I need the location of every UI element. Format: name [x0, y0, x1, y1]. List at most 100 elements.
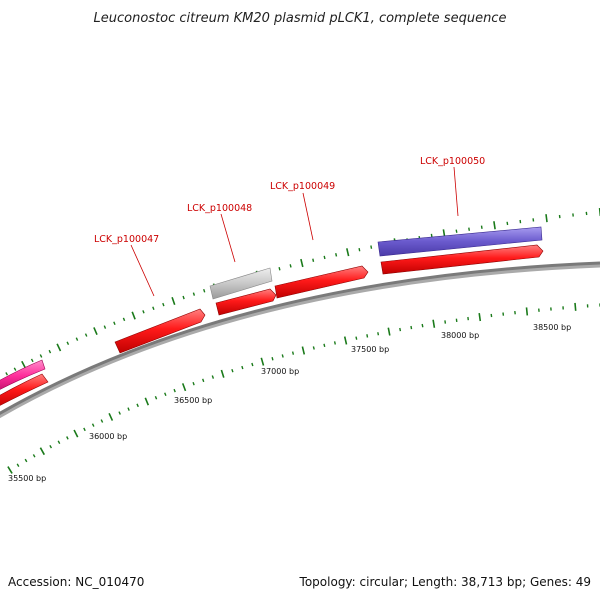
outer-ruler-minor-tick [13, 367, 17, 371]
inner-ruler-minor-tick [312, 346, 315, 350]
outer-ruler-minor-tick [203, 288, 206, 293]
outer-ruler-minor-tick [122, 317, 126, 322]
inner-ruler-minor-tick [251, 362, 254, 367]
inner-ruler-minor-tick [127, 407, 130, 411]
inner-ruler-minor-tick [377, 332, 380, 336]
ruler-label-35500: 35500 bp [8, 474, 46, 483]
inner-ruler-major-tick [108, 412, 114, 421]
inner-ruler-minor-tick [355, 336, 358, 340]
topology-summary: Topology: circular; Length: 38,713 bp; G… [299, 575, 591, 589]
outer-ruler-minor-tick [335, 253, 338, 257]
outer-ruler-minor-tick [480, 225, 483, 229]
outer-ruler-major-tick [171, 297, 176, 306]
inner-ruler-minor-tick [410, 325, 413, 330]
outer-ruler-major-tick [545, 214, 548, 223]
outer-ruler-minor-tick [289, 264, 292, 268]
gene-callouts: LCK_p100047 LCK_p100048 LCK_p100049 LCK_… [94, 156, 485, 297]
callout-line-LCK_p100050 [453, 166, 459, 217]
inner-ruler-minor-tick [100, 419, 104, 423]
inner-ruler-minor-tick [118, 411, 121, 415]
inner-ruler-minor-tick [202, 378, 205, 383]
ruler-label-36000: 36000 bp [89, 432, 127, 441]
inner-ruler-minor-tick [333, 341, 336, 345]
outer-ruler-minor-tick [192, 292, 196, 296]
gene-pink-feature[interactable] [0, 359, 46, 392]
outer-ruler-minor-tick [152, 306, 155, 310]
inner-ruler-minor-tick [32, 454, 36, 458]
gene-label-LCK_p100050[interactable]: LCK_p100050 [420, 156, 485, 167]
inner-ruler-minor-tick [154, 396, 158, 400]
inner-ruler-major-tick [574, 302, 577, 311]
inner-ruler-major-tick [220, 369, 225, 378]
inner-ruler-minor-tick [66, 436, 69, 440]
gene-LCK_p100050-arrow[interactable] [380, 244, 544, 275]
inner-ruler-major-tick [343, 336, 348, 345]
inner-ruler-minor-tick [241, 365, 244, 370]
inner-ruler-minor-tick [192, 381, 195, 386]
inner-ruler-major-tick [525, 307, 529, 316]
inner-ruler-minor-tick [164, 392, 167, 396]
backbone-shadow [0, 262, 600, 419]
inner-ruler-major-tick [181, 383, 187, 392]
inner-ruler-major-tick [301, 346, 306, 355]
inner-ruler-major-tick [7, 466, 13, 474]
inner-ruler-major-tick [260, 357, 265, 366]
outer-ruler-minor-tick [358, 247, 361, 252]
outer-ruler-minor-tick [84, 333, 88, 337]
inner-ruler-minor-tick [366, 334, 369, 338]
inner-ruler-minor-tick [136, 403, 139, 408]
outer-ruler-minor-tick [506, 221, 509, 226]
inner-ruler-minor-tick [444, 320, 447, 324]
outer-ruler-major-tick [93, 327, 98, 336]
outer-ruler-minor-tick [75, 337, 79, 341]
ruler-label-38000: 38000 bp [441, 331, 479, 340]
gene-LCK_p100048-feature[interactable] [209, 267, 273, 300]
inner-ruler-major-tick [387, 327, 391, 336]
gene-label-LCK_p100049[interactable]: LCK_p100049 [270, 181, 335, 192]
inner-ruler-minor-tick [231, 368, 234, 373]
inner-ruler-minor-tick [211, 375, 215, 379]
inner-ruler-minor-tick [16, 463, 20, 467]
outer-ruler-major-tick [56, 343, 62, 352]
outer-ruler-minor-tick [370, 245, 373, 249]
inner-ruler-minor-tick [399, 327, 402, 332]
map-title: Leuconostoc citreum KM20 plasmid pLCK1, … [94, 11, 507, 26]
ruler-label-38500: 38500 bp [533, 323, 571, 332]
inner-ruler-major-tick [432, 319, 436, 328]
inner-ruler-minor-tick [24, 458, 28, 463]
inner-ruler-minor-tick [291, 351, 295, 355]
ruler-label-36500: 36500 bp [174, 396, 212, 405]
plasmid-backbone [0, 261, 600, 416]
outer-ruler-minor-tick [103, 325, 107, 329]
gene-label-LCK_p100047[interactable]: LCK_p100047 [94, 234, 159, 245]
outer-ruler-major-tick [131, 311, 136, 320]
gene-label-LCK_p100048[interactable]: LCK_p100048 [187, 203, 252, 214]
inner-ruler-minor-tick [173, 388, 176, 393]
inner-ruler-minor-tick [271, 357, 274, 361]
ruler-label-37500: 37500 bp [351, 345, 389, 354]
outer-ruler-minor-tick [323, 255, 326, 260]
inner-ruler-minor-tick [49, 444, 53, 449]
outer-ruler-major-tick [346, 248, 350, 257]
gene-LCK_p100047-arrow[interactable] [114, 308, 206, 354]
outer-ruler-major-tick [21, 360, 27, 369]
outer-ruler-minor-tick [162, 302, 165, 307]
inner-ruler-major-tick [39, 447, 45, 456]
inner-ruler-minor-tick [281, 354, 284, 358]
gene-LCK_p100050-purple-feature[interactable] [377, 226, 543, 257]
outer-ruler-minor-tick [455, 229, 458, 233]
outer-ruler-major-tick [493, 221, 496, 230]
inner-ruler-minor-tick [91, 423, 95, 427]
outer-ruler-minor-tick [468, 227, 470, 231]
inner-ruler-major-tick [73, 429, 79, 438]
gene-left-red-arrow[interactable] [0, 373, 49, 408]
accession-text: Accession: NC_010470 [8, 575, 144, 589]
callout-line-LCK_p100048 [220, 213, 236, 263]
outer-ruler-minor-tick [30, 358, 34, 363]
inner-ruler-major-tick [144, 397, 150, 406]
outer-ruler-minor-tick [182, 295, 185, 300]
gene-LCK_p100048-arrow[interactable] [215, 288, 277, 316]
outer-ruler-minor-tick [66, 341, 70, 346]
gene-LCK_p100049-arrow[interactable] [274, 265, 369, 299]
